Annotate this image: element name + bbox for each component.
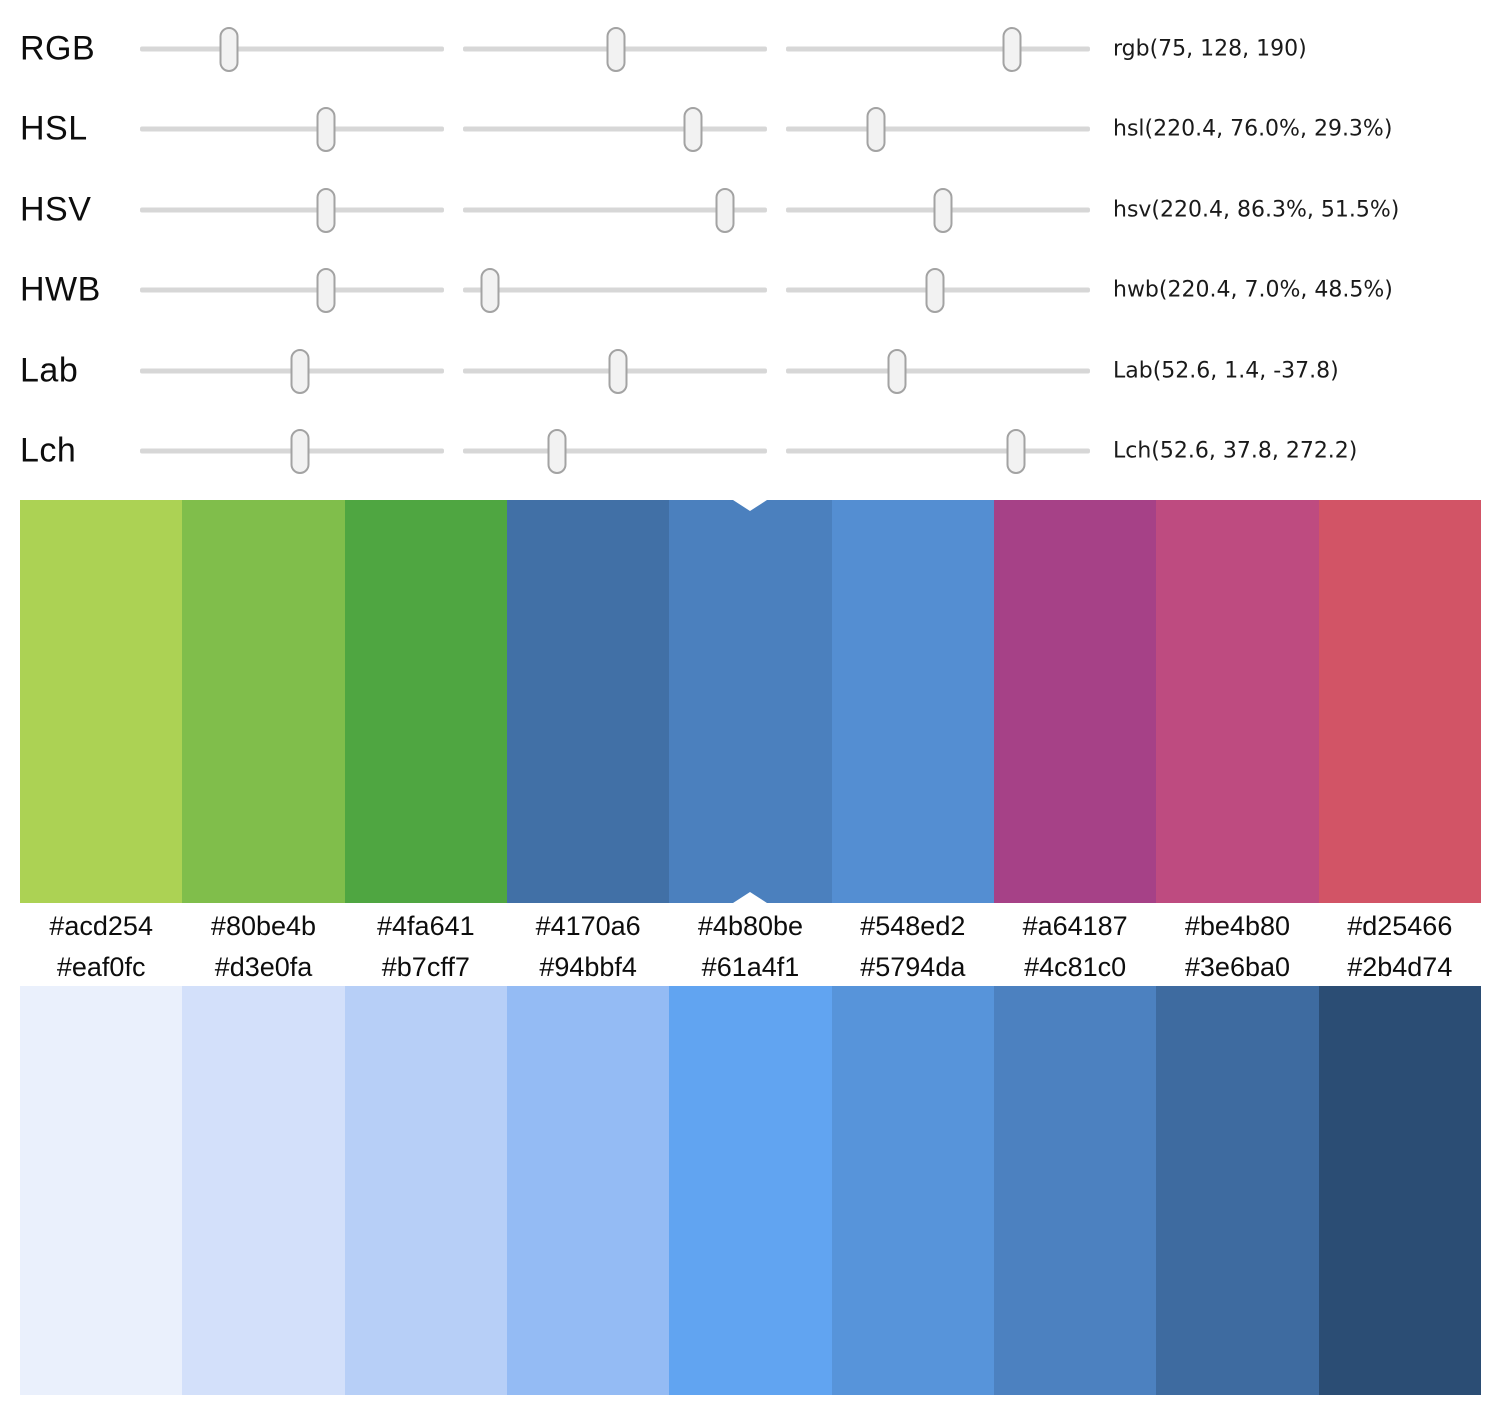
slider-track[interactable] (140, 428, 444, 474)
slider-row-label: RGB (20, 29, 96, 68)
palette-top (20, 500, 1481, 903)
slider-thumb[interactable] (316, 106, 336, 152)
palette-swatch[interactable] (993, 986, 1157, 1395)
swatch-hex-label: #5794da (860, 951, 966, 982)
swatch-hex-label: #4fa641 (377, 911, 475, 941)
palette-swatch[interactable] (20, 986, 183, 1395)
palette-swatch[interactable] (506, 986, 670, 1395)
slider-track[interactable] (463, 187, 767, 233)
slider-track[interactable] (463, 267, 767, 313)
swatch-hex-label: #acd254 (49, 911, 153, 941)
slider-track[interactable] (140, 106, 444, 152)
palette-swatch[interactable] (831, 986, 994, 1395)
slider-row-lch: Lch Lch(52.6, 37.8, 272.2) (0, 421, 1501, 481)
color-value-readout: Lch(52.6, 37.8, 272.2) (1113, 438, 1358, 464)
slider-thumb[interactable] (933, 187, 953, 233)
palette-swatch[interactable] (669, 986, 832, 1395)
swatch-hex-label: #94bbf4 (539, 951, 637, 982)
slider-row-label: HWB (20, 270, 101, 309)
swatch-hex-label: #d3e0fa (214, 951, 313, 982)
slider-track[interactable] (140, 267, 444, 313)
swatch-hex-label: #3e6ba0 (1184, 951, 1291, 982)
palette-swatch[interactable] (993, 500, 1157, 903)
slider-track[interactable] (463, 348, 767, 394)
swatch-hex-label: #be4b80 (1184, 911, 1291, 941)
slider-thumb[interactable] (290, 428, 310, 474)
slider-row-label: Lab (20, 351, 79, 390)
slider-track[interactable] (786, 267, 1090, 313)
slider-thumb[interactable] (925, 267, 945, 313)
slider-thumb[interactable] (219, 26, 239, 72)
slider-track[interactable] (140, 26, 444, 72)
palette-swatch[interactable] (182, 986, 345, 1395)
swatch-hex-label: #80be4b (210, 911, 317, 941)
slider-thumb[interactable] (683, 106, 703, 152)
slider-track[interactable] (463, 428, 767, 474)
color-value-readout: rgb(75, 128, 190) (1113, 36, 1307, 62)
slider-track[interactable] (140, 348, 444, 394)
palette-swatch[interactable] (344, 500, 507, 903)
palette-swatch-selected[interactable] (669, 500, 832, 903)
slider-track[interactable] (786, 187, 1090, 233)
palette-bottom (20, 986, 1481, 1395)
palette-swatch[interactable] (1156, 500, 1319, 903)
color-value-readout: Lab(52.6, 1.4, -37.8) (1113, 358, 1339, 384)
swatch-hex-label: #eaf0fc (56, 951, 146, 982)
palette-swatch[interactable] (1156, 986, 1319, 1395)
color-value-readout: hsv(220.4, 86.3%, 51.5%) (1113, 197, 1400, 223)
slider-thumb[interactable] (1006, 428, 1026, 474)
swatch-hex-label: #d25466 (1347, 911, 1453, 941)
palette-swatch[interactable] (344, 986, 507, 1395)
palette-swatch[interactable] (831, 500, 994, 903)
slider-thumb[interactable] (480, 267, 500, 313)
selection-notch-bottom-icon (733, 892, 768, 903)
slider-thumb[interactable] (887, 348, 907, 394)
slider-track[interactable] (463, 26, 767, 72)
swatch-hex-label: #61a4f1 (701, 951, 800, 982)
slider-row-label: Lch (20, 431, 77, 470)
slider-track[interactable] (786, 106, 1090, 152)
swatch-hex-label: #4b80be (697, 911, 804, 941)
swatch-hex-label: #b7cff7 (381, 951, 470, 982)
palette-swatch[interactable] (1318, 986, 1481, 1395)
hex-label-row-top: #acd254 #80be4b #4fa641 #4170a6 #4b80be … (20, 903, 1481, 950)
selection-notch-top-icon (733, 500, 768, 511)
slider-thumb[interactable] (316, 267, 336, 313)
slider-thumb[interactable] (715, 187, 735, 233)
slider-row-label: HSV (20, 190, 92, 229)
slider-track[interactable] (463, 106, 767, 152)
slider-thumb[interactable] (316, 187, 336, 233)
slider-row-hsl: HSL hsl(220.4, 76.0%, 29.3%) (0, 99, 1501, 159)
slider-track[interactable] (140, 187, 444, 233)
hex-label-row-bottom: #eaf0fc #d3e0fa #b7cff7 #94bbf4 #61a4f1 … (20, 948, 1481, 986)
palette-swatch[interactable] (182, 500, 345, 903)
slider-thumb[interactable] (606, 26, 626, 72)
slider-track[interactable] (786, 428, 1090, 474)
slider-row-lab: Lab Lab(52.6, 1.4, -37.8) (0, 341, 1501, 401)
slider-thumb[interactable] (866, 106, 886, 152)
swatch-hex-label: #4c81c0 (1024, 951, 1127, 982)
slider-row-label: HSL (20, 109, 88, 148)
color-value-readout: hsl(220.4, 76.0%, 29.3%) (1113, 116, 1393, 142)
slider-row-hsv: HSV hsv(220.4, 86.3%, 51.5%) (0, 180, 1501, 240)
slider-track[interactable] (786, 26, 1090, 72)
slider-row-hwb: HWB hwb(220.4, 7.0%, 48.5%) (0, 260, 1501, 320)
slider-track[interactable] (786, 348, 1090, 394)
slider-thumb[interactable] (290, 348, 310, 394)
slider-thumb[interactable] (608, 348, 628, 394)
swatch-hex-label: #548ed2 (860, 911, 966, 941)
slider-thumb[interactable] (547, 428, 567, 474)
slider-thumb[interactable] (1002, 26, 1022, 72)
palette-swatch[interactable] (506, 500, 670, 903)
palette-swatch[interactable] (20, 500, 183, 903)
color-value-readout: hwb(220.4, 7.0%, 48.5%) (1113, 277, 1393, 303)
swatch-hex-label: #2b4d74 (1347, 951, 1453, 982)
swatch-hex-label: #a64187 (1022, 911, 1128, 941)
palette-swatch[interactable] (1318, 500, 1481, 903)
swatch-hex-label: #4170a6 (535, 911, 641, 941)
slider-row-rgb: RGB rgb(75, 128, 190) (0, 19, 1501, 79)
